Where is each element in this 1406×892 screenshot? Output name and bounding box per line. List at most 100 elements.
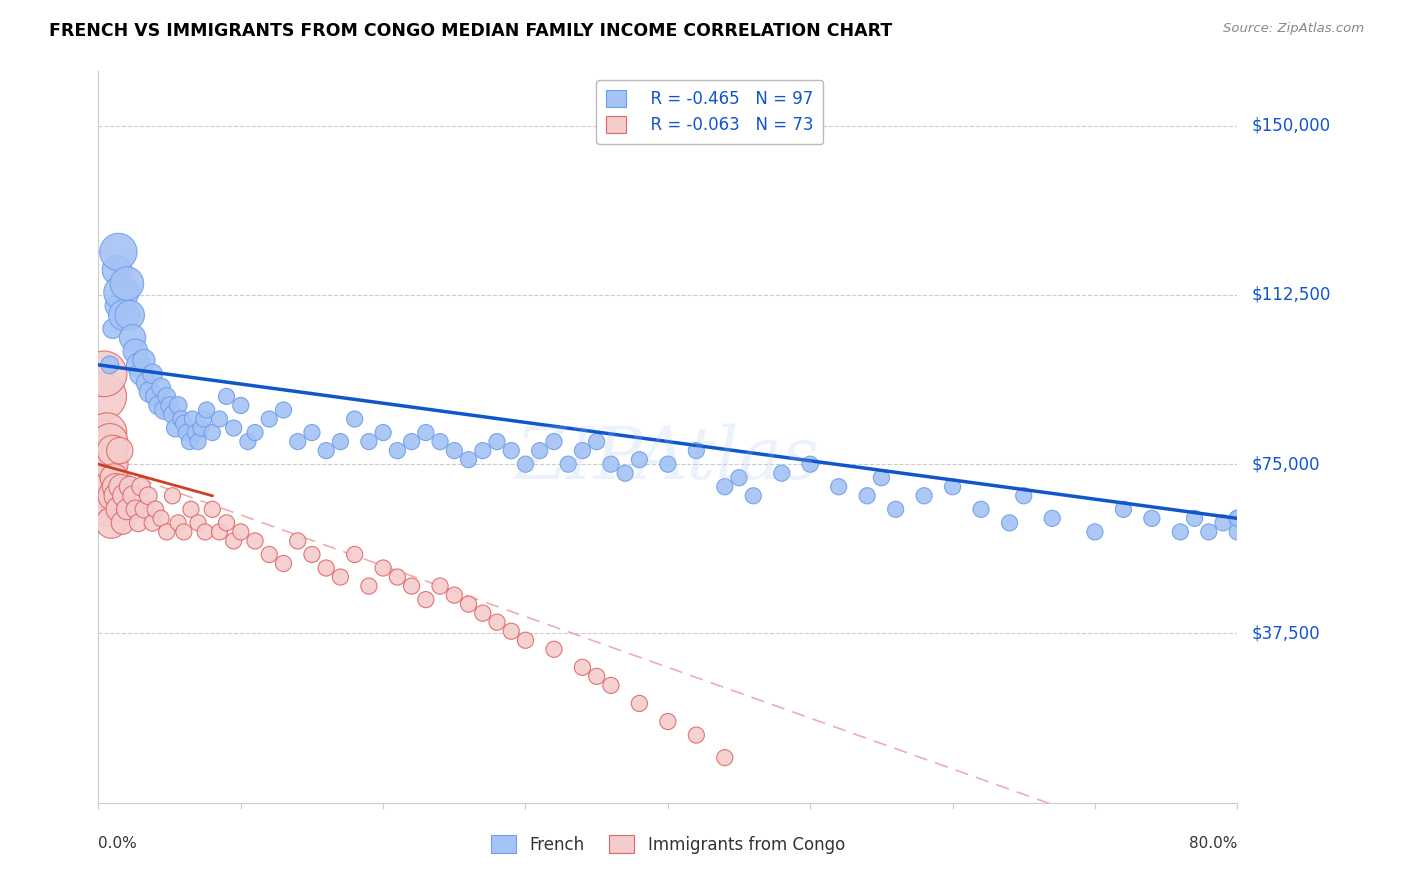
Point bbox=[156, 389, 179, 403]
Point bbox=[112, 308, 135, 322]
Point bbox=[229, 524, 252, 539]
Point bbox=[471, 443, 494, 458]
Point bbox=[101, 489, 124, 503]
Point bbox=[486, 434, 509, 449]
Point bbox=[215, 516, 238, 530]
Point bbox=[1184, 511, 1206, 525]
Point bbox=[1226, 511, 1249, 525]
Point bbox=[884, 502, 907, 516]
Point bbox=[315, 561, 337, 575]
Point bbox=[167, 399, 190, 413]
Point bbox=[387, 570, 409, 584]
Point bbox=[201, 425, 224, 440]
Text: $37,500: $37,500 bbox=[1251, 624, 1320, 642]
Point bbox=[1226, 524, 1249, 539]
Point bbox=[415, 592, 437, 607]
Point bbox=[91, 389, 114, 403]
Point bbox=[343, 548, 366, 562]
Point bbox=[96, 425, 118, 440]
Point bbox=[657, 457, 679, 471]
Point bbox=[201, 502, 224, 516]
Point bbox=[742, 489, 765, 503]
Point bbox=[148, 399, 170, 413]
Point bbox=[301, 548, 323, 562]
Point bbox=[1084, 524, 1107, 539]
Point bbox=[557, 457, 579, 471]
Point bbox=[315, 443, 337, 458]
Point bbox=[184, 425, 207, 440]
Point bbox=[121, 489, 143, 503]
Point bbox=[628, 697, 651, 711]
Point bbox=[236, 434, 259, 449]
Point bbox=[543, 642, 565, 657]
Point bbox=[167, 516, 190, 530]
Point bbox=[273, 403, 295, 417]
Point bbox=[98, 480, 121, 494]
Point bbox=[190, 421, 212, 435]
Point bbox=[105, 263, 128, 277]
Point bbox=[118, 480, 141, 494]
Point bbox=[115, 277, 138, 291]
Point bbox=[243, 425, 266, 440]
Point bbox=[141, 367, 163, 381]
Point bbox=[208, 412, 231, 426]
Point bbox=[124, 502, 146, 516]
Point bbox=[471, 606, 494, 620]
Point bbox=[1226, 511, 1249, 525]
Point bbox=[110, 480, 132, 494]
Point bbox=[443, 443, 465, 458]
Text: 80.0%: 80.0% bbox=[1189, 836, 1237, 851]
Text: ZIPAtlas: ZIPAtlas bbox=[516, 424, 820, 494]
Point bbox=[179, 434, 201, 449]
Point bbox=[112, 489, 135, 503]
Point bbox=[714, 750, 737, 764]
Point bbox=[187, 434, 209, 449]
Point bbox=[94, 434, 117, 449]
Point bbox=[515, 457, 537, 471]
Point bbox=[998, 516, 1021, 530]
Point bbox=[101, 443, 124, 458]
Point bbox=[173, 524, 195, 539]
Point bbox=[103, 471, 125, 485]
Point bbox=[145, 389, 167, 403]
Point bbox=[215, 389, 238, 403]
Point bbox=[1012, 489, 1035, 503]
Point bbox=[145, 502, 167, 516]
Point bbox=[486, 615, 509, 630]
Point bbox=[96, 471, 118, 485]
Point bbox=[828, 480, 851, 494]
Point bbox=[222, 421, 245, 435]
Point bbox=[856, 489, 879, 503]
Point bbox=[107, 244, 129, 259]
Point bbox=[187, 516, 209, 530]
Point bbox=[173, 417, 195, 431]
Point bbox=[357, 434, 380, 449]
Point bbox=[415, 425, 437, 440]
Point bbox=[401, 434, 423, 449]
Point bbox=[259, 548, 281, 562]
Point bbox=[600, 678, 623, 692]
Point bbox=[159, 399, 181, 413]
Point bbox=[100, 457, 122, 471]
Point bbox=[180, 502, 202, 516]
Point bbox=[98, 434, 121, 449]
Point bbox=[329, 570, 352, 584]
Point bbox=[141, 516, 163, 530]
Point bbox=[104, 299, 127, 313]
Point bbox=[457, 597, 479, 611]
Point bbox=[153, 403, 176, 417]
Point bbox=[229, 399, 252, 413]
Point bbox=[176, 425, 198, 440]
Point bbox=[111, 516, 134, 530]
Point bbox=[443, 588, 465, 602]
Point bbox=[136, 489, 159, 503]
Point bbox=[107, 502, 129, 516]
Point bbox=[132, 502, 155, 516]
Point bbox=[132, 353, 155, 368]
Point bbox=[243, 533, 266, 548]
Point bbox=[118, 308, 141, 322]
Point bbox=[329, 434, 352, 449]
Point bbox=[208, 524, 231, 539]
Point bbox=[429, 579, 451, 593]
Text: $150,000: $150,000 bbox=[1251, 117, 1330, 135]
